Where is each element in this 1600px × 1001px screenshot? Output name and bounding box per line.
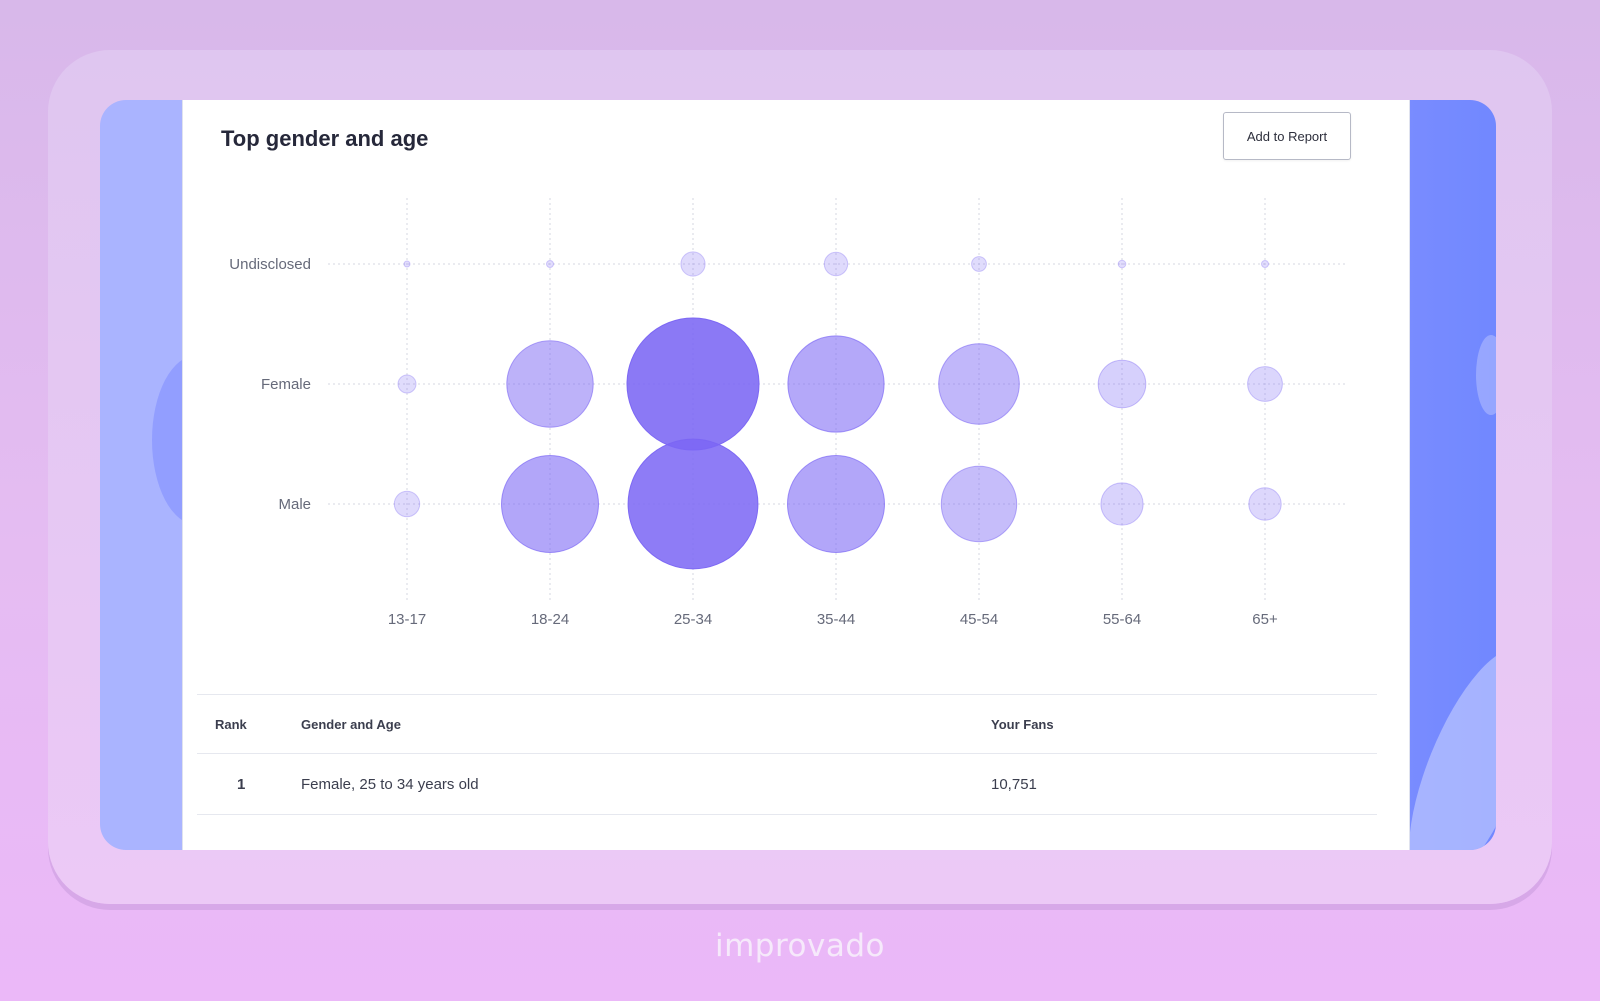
bubble <box>971 256 987 272</box>
gender-age-panel: Top gender and age Add to Report Undiscl… <box>182 100 1410 850</box>
bubble <box>787 455 885 553</box>
bubble <box>1247 366 1283 402</box>
fans-table: Rank Gender and Age Your Fans 1 Female, … <box>197 694 1377 815</box>
x-tick-label: 65+ <box>1252 611 1278 628</box>
add-to-report-button[interactable]: Add to Report <box>1223 112 1351 160</box>
bubble <box>546 260 554 268</box>
bubble <box>1117 259 1127 269</box>
bubble <box>626 317 760 451</box>
row-label: Male <box>278 496 311 513</box>
row-label: Undisclosed <box>229 256 311 273</box>
x-tick-label: 45-54 <box>960 611 998 628</box>
x-tick-label: 25-34 <box>674 611 712 628</box>
fans-cell: 10,751 <box>991 753 1377 815</box>
panel-title: Top gender and age <box>221 126 429 151</box>
bubble <box>627 438 759 570</box>
bubble <box>938 343 1020 425</box>
bubble <box>787 335 885 433</box>
bubble-chart: Undisclosed Female Male 13-17 18-24 25-34 35-4… <box>229 198 1348 628</box>
bubble <box>403 260 411 268</box>
bubble <box>1261 260 1269 268</box>
bubble <box>823 251 849 277</box>
column-header-rank: Rank <box>197 694 301 754</box>
x-tick-label: 35-44 <box>817 611 855 628</box>
bubble <box>501 455 599 553</box>
bubble <box>506 340 594 428</box>
column-header-gender-age: Gender and Age <box>301 694 991 754</box>
table-row: 1 Female, 25 to 34 years old 10,751 <box>197 753 1377 815</box>
rank-cell: 1 <box>197 753 301 815</box>
column-header-fans: Your Fans <box>991 694 1377 754</box>
screen: Top gender and age Add to Report Undiscl… <box>100 100 1496 850</box>
x-tick-label: 18-24 <box>531 611 569 628</box>
bubble <box>1097 359 1147 409</box>
row-label: Female <box>261 376 311 393</box>
background-shape <box>1476 335 1496 415</box>
bubble <box>940 465 1018 543</box>
improvado-logo: improvado <box>714 928 885 964</box>
bubble <box>393 490 421 518</box>
table-header-row: Rank Gender and Age Your Fans <box>197 694 1377 754</box>
x-tick-label: 55-64 <box>1103 611 1141 628</box>
bubble <box>1248 487 1282 521</box>
gender-age-cell: Female, 25 to 34 years old <box>301 753 991 815</box>
x-tick-label: 13-17 <box>388 611 426 628</box>
bubble <box>1100 482 1144 526</box>
bubble <box>680 251 706 277</box>
bubble <box>397 374 417 394</box>
